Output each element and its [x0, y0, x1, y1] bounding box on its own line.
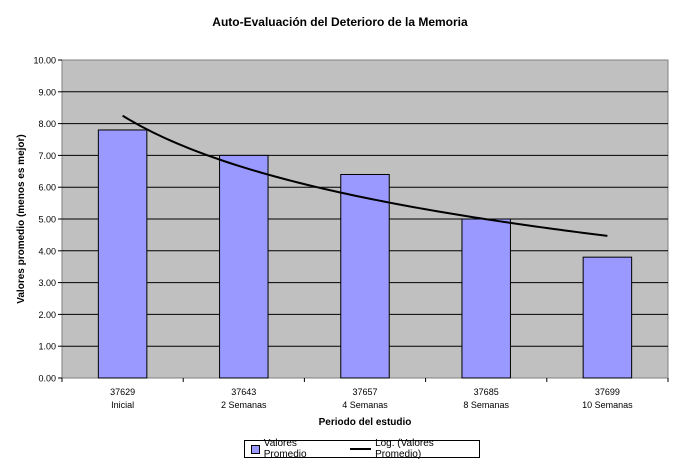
- y-tick-label: 6.00: [38, 183, 56, 193]
- x-tick-label: 2 Semanas: [221, 400, 267, 410]
- y-tick-label: 1.00: [38, 342, 56, 352]
- y-tick-label: 4.00: [38, 246, 56, 256]
- x-tick-code: 37629: [110, 387, 135, 397]
- y-tick-label: 8.00: [38, 119, 56, 129]
- x-tick-label: Inicial: [111, 400, 134, 410]
- x-tick-label: 10 Semanas: [582, 400, 633, 410]
- x-tick-code: 37643: [231, 387, 256, 397]
- bar: [97, 129, 148, 379]
- y-axis-label: Valores promedio (menos es mejor): [16, 134, 27, 304]
- y-tick-label: 3.00: [38, 278, 56, 288]
- x-tick-code: 37685: [474, 387, 499, 397]
- bars: [97, 129, 633, 379]
- legend-line-label: Log. (Valores Promedio): [375, 438, 434, 460]
- bar: [219, 154, 269, 379]
- bar: [582, 256, 633, 379]
- y-tick-label: 5.00: [38, 215, 56, 225]
- legend-bar-label: Valores Promedio: [263, 438, 307, 460]
- y-tick-label: 2.00: [38, 310, 56, 320]
- y-axis-ticks: 0.00 1.00 2.00 3.00 4.00 5.00 6.00 7.00 8.00 9.00…: [33, 56, 62, 384]
- y-tick-label: 9.00: [38, 87, 56, 97]
- x-axis-ticks: 37629 Inicial 37643 2 Semanas 37657 4 Semanas…: [61, 378, 669, 410]
- bar: [340, 173, 390, 379]
- y-tick-label: 0.00: [38, 374, 56, 384]
- trendline: [122, 114, 608, 237]
- x-tick-label: 4 Semanas: [342, 400, 388, 410]
- legend-bar-swatch: [251, 444, 260, 454]
- x-axis-label: Periodo del estudio: [319, 417, 412, 428]
- trendline-group: [122, 114, 608, 237]
- x-tick-code: 37657: [352, 387, 377, 397]
- x-tick-label: 8 Semanas: [463, 400, 509, 410]
- y-tick-label: 10.00: [33, 56, 56, 66]
- legend: Valores Promedio Log. (Valores Promedio): [244, 438, 480, 460]
- bar: [461, 218, 511, 379]
- y-tick-label: 7.00: [38, 151, 56, 161]
- x-tick-code: 37699: [595, 387, 620, 397]
- chart-title: Auto-Evaluación del Deterioro de la Memo…: [212, 15, 468, 29]
- legend-line-swatch: [349, 448, 372, 450]
